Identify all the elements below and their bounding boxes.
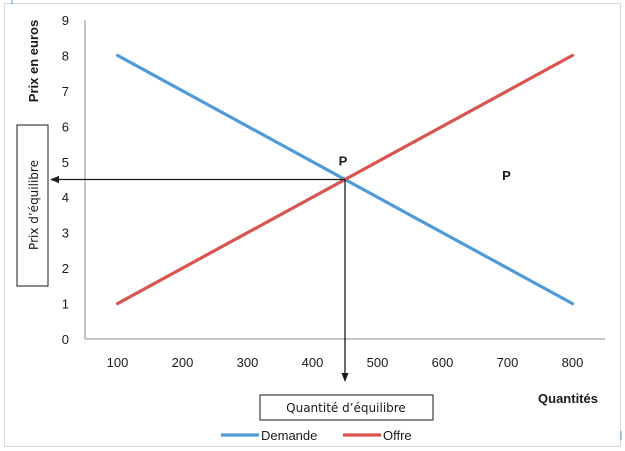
y-tick-label: 9: [62, 13, 69, 28]
x-tick-label: 300: [237, 355, 259, 370]
x-tick-label: 800: [562, 355, 584, 370]
price-box-label: Prix d’équilibre: [27, 160, 41, 250]
y-tick-label: 6: [62, 119, 69, 134]
y-tick-label: 3: [62, 226, 69, 241]
equilibrium-guides: [50, 175, 349, 382]
quantity-box-label: Quantité d’équilibre: [286, 401, 406, 415]
y-tick-label: 0: [62, 332, 69, 347]
y-tick-label: 4: [62, 190, 69, 205]
x-tick-label: 100: [107, 355, 129, 370]
y-tick-label: 1: [62, 297, 69, 312]
x-axis-title: Quantités: [538, 391, 598, 406]
legend-label-offre: Offre: [383, 428, 412, 443]
chart-frame: [4, 3, 621, 447]
x-tick-label: 400: [302, 355, 324, 370]
x-tick-labels: 100 200 300 400 500 600 700 800: [107, 355, 584, 370]
y-tick-label: 5: [62, 155, 69, 170]
extra-point-label: P: [502, 168, 511, 183]
x-tick-label: 500: [367, 355, 389, 370]
x-tick-label: 200: [172, 355, 194, 370]
legend: Demande Offre: [221, 428, 412, 443]
y-tick-label: 2: [62, 261, 69, 276]
y-tick-label: 7: [62, 84, 69, 99]
y-tick-labels: 0 1 2 3 4 5 6 7 8 9: [62, 13, 69, 347]
y-axis-title: Prix en euros: [26, 20, 41, 102]
x-tick-label: 600: [432, 355, 454, 370]
quantity-box: [259, 394, 434, 421]
equilibrium-point-label: P: [339, 154, 348, 169]
y-tick-label: 8: [62, 48, 69, 63]
x-tick-label: 700: [497, 355, 519, 370]
legend-label-demande: Demande: [261, 428, 317, 443]
price-box: [16, 124, 49, 287]
